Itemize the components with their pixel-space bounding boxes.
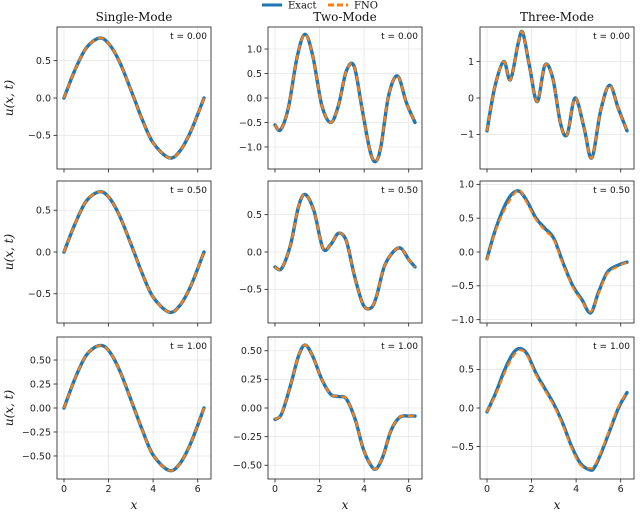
x-tick-label: 6 (406, 484, 412, 495)
series-fno-line (274, 343, 416, 471)
y-tick-label: −0.5 (28, 289, 51, 300)
y-tick-label: 0.50 (30, 355, 51, 366)
panel-r1-c1: −0.5 0.0 0.5 t = 0.50 (239, 180, 423, 327)
legend-exact-label: Exact (288, 1, 317, 12)
y-tick-label: −1 (460, 130, 474, 141)
y-tick-label: 0.0 (247, 93, 262, 104)
y-tick-label: 0.5 (459, 365, 474, 376)
column-title: Three-Mode (520, 10, 594, 24)
panel-r0-c2: −1 0 1 t = 0.00 (460, 26, 635, 173)
panel-r0-c1: −1.0 −0.5 0.0 0.5 1.0 t = 0.00 (239, 26, 423, 173)
y-tick-label: −0.5 (239, 118, 262, 129)
panel-r2-c2: 0 2 4 6 −0.5 0.0 0.5 t = 1.00 (451, 336, 635, 495)
time-label: t = 0.00 (381, 32, 418, 42)
series-fno-line (62, 344, 206, 472)
series-fno-line (485, 188, 628, 313)
y-tick-label: 0.5 (247, 69, 262, 80)
y-tick-label: −0.50 (22, 451, 51, 462)
y-tick-label: −0.50 (233, 461, 262, 472)
series-fno-line (485, 30, 629, 160)
series-exact-line (485, 29, 629, 160)
column-title: Two-Mode (313, 10, 376, 24)
y-tick-label: 1 (468, 57, 474, 68)
legend: Exact FNO (262, 1, 378, 12)
x-axis-label: x (554, 498, 561, 512)
y-axis-label: u(x, t) (2, 80, 16, 117)
x-axis-label: x (342, 498, 349, 512)
time-label: t = 0.50 (593, 186, 630, 196)
x-tick-label: 2 (106, 484, 112, 495)
series-exact-line (485, 346, 629, 472)
y-tick-label: 0.0 (247, 247, 262, 258)
time-label: t = 1.00 (170, 342, 207, 352)
panel-r2-c0: 0 2 4 6 −0.50 −0.25 0.00 0.25 0.50 t = 1.00 (22, 336, 212, 495)
x-tick-label: 0 (484, 484, 490, 495)
y-tick-label: 1.0 (459, 180, 474, 191)
time-label: t = 0.50 (381, 186, 418, 196)
panel-r0-c0: −0.5 0.0 0.5 t = 0.00 (28, 26, 212, 173)
time-label: t = 0.00 (593, 32, 630, 42)
x-tick-label: 0 (61, 484, 67, 495)
time-label: t = 0.50 (170, 186, 207, 196)
y-tick-label: 0.00 (30, 403, 51, 414)
y-tick-label: 0.0 (36, 93, 51, 104)
y-axis-label: u(x, t) (2, 390, 16, 427)
x-tick-label: 2 (317, 484, 323, 495)
x-tick-label: 4 (361, 484, 367, 495)
time-label: t = 1.00 (381, 342, 418, 352)
y-tick-label: −0.5 (28, 131, 51, 142)
y-axis-label: u(x, t) (2, 234, 16, 271)
column-title: Single-Mode (96, 10, 173, 24)
time-label: t = 0.00 (170, 32, 207, 42)
panel-grid: Single-Mode Two-Mode Three-Mode −0.5 0.0 0.5 t… (2, 10, 635, 512)
y-tick-label: 0.5 (36, 206, 51, 217)
y-tick-label: 0.0 (459, 403, 474, 414)
y-tick-label: 0 (468, 93, 474, 104)
y-tick-label: 0.00 (241, 403, 262, 414)
panel-r2-c1: 0 2 4 6 −0.50 −0.25 0.00 0.25 0.50 t = 1.00 (233, 336, 423, 495)
legend-fno-label: FNO (354, 1, 378, 12)
y-tick-label: 0.25 (30, 379, 51, 390)
x-tick-label: 0 (272, 484, 278, 495)
series-exact-line (485, 189, 629, 315)
y-tick-label: −0.5 (451, 442, 474, 453)
y-tick-label: −1.0 (239, 142, 262, 153)
x-axis-label: x (131, 498, 138, 512)
x-tick-label: 6 (195, 484, 201, 495)
time-label: t = 1.00 (593, 342, 630, 352)
panel-r1-c0: −0.5 0.0 0.5 t = 0.50 (28, 180, 212, 327)
y-tick-label: −0.25 (22, 427, 51, 438)
series-fno-line (486, 349, 628, 470)
y-tick-label: 0.25 (241, 375, 262, 386)
series-fno-line (62, 36, 206, 160)
y-tick-label: 0.5 (459, 213, 474, 224)
series-fno-line (274, 193, 416, 310)
panel-r1-c2: −1.0 −0.5 0.0 0.5 1.0 t = 0.50 (451, 180, 635, 327)
series-fno-line (274, 33, 417, 163)
y-tick-label: 0.5 (36, 56, 51, 67)
y-tick-label: 0.0 (459, 247, 474, 258)
y-tick-label: 0.50 (241, 346, 262, 357)
y-tick-label: −0.25 (233, 432, 262, 443)
x-tick-label: 6 (618, 484, 624, 495)
y-tick-label: −0.5 (451, 281, 474, 292)
y-tick-label: −1.0 (451, 315, 474, 326)
x-tick-label: 4 (150, 484, 156, 495)
y-tick-label: −0.5 (239, 285, 262, 296)
x-tick-label: 2 (529, 484, 535, 495)
y-tick-label: 0.5 (247, 210, 262, 221)
x-tick-label: 4 (573, 484, 579, 495)
y-tick-label: 0.0 (36, 247, 51, 258)
y-tick-label: 1.0 (247, 44, 262, 55)
series-fno-line (62, 190, 206, 314)
